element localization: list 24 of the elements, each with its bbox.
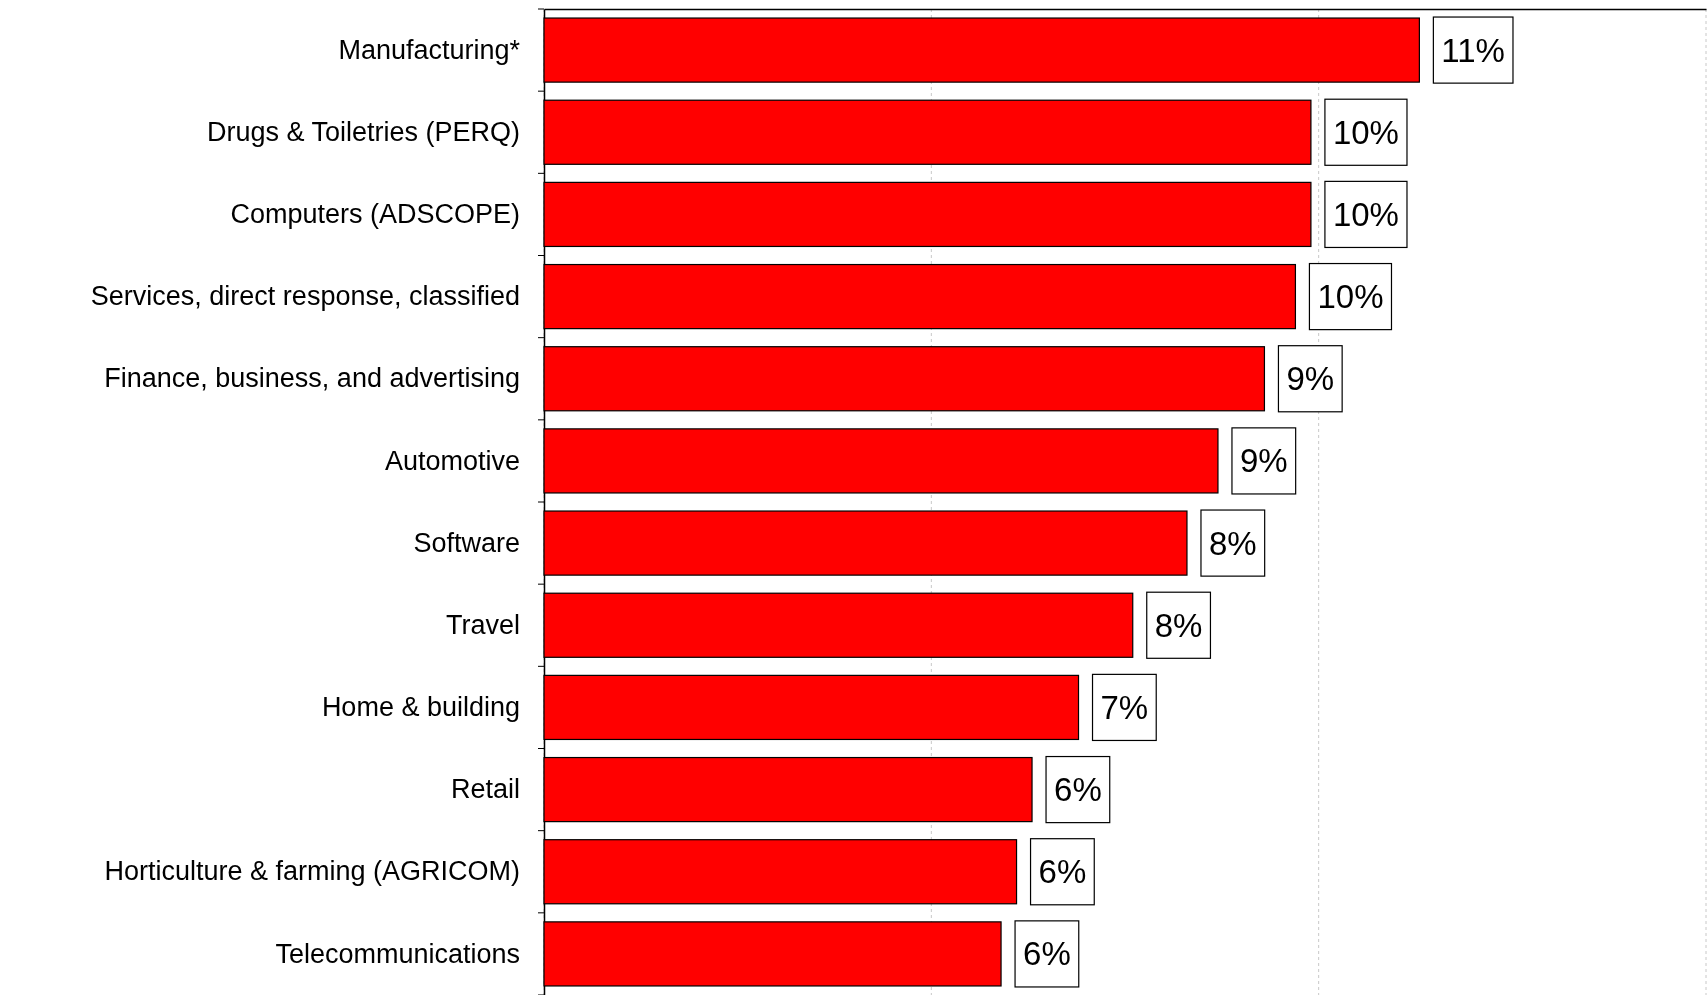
data-label: 9% bbox=[1286, 360, 1335, 398]
y-tick-label: Manufacturing* bbox=[338, 34, 521, 65]
data-label: 6% bbox=[1038, 853, 1087, 891]
data-label: 9% bbox=[1239, 442, 1288, 480]
y-tick-label: Telecommunications bbox=[275, 938, 520, 969]
data-label: 8% bbox=[1154, 606, 1203, 644]
data-label: 7% bbox=[1100, 688, 1149, 726]
y-tick-label: Horticulture & farming (AGRICOM) bbox=[104, 856, 520, 887]
data-label: 8% bbox=[1208, 524, 1257, 562]
data-label: 6% bbox=[1023, 935, 1071, 973]
data-label: 6% bbox=[1054, 771, 1102, 809]
y-tick-label: Services, direct response, classified bbox=[90, 281, 520, 312]
y-tick-label: Travel bbox=[445, 609, 520, 640]
data-label: 10% bbox=[1317, 278, 1384, 316]
data-label: 10% bbox=[1332, 113, 1399, 151]
data-label: 10% bbox=[1332, 195, 1399, 233]
y-tick-label: Computers (ADSCOPE) bbox=[230, 199, 520, 230]
y-tick-label: Finance, business, and advertising bbox=[104, 363, 520, 394]
y-tick-label: Retail bbox=[450, 774, 520, 805]
y-tick-label: Automotive bbox=[384, 445, 520, 476]
y-tick-label: Software bbox=[413, 527, 520, 558]
data-label: 11% bbox=[1441, 31, 1505, 69]
y-tick-label: Home & building bbox=[321, 692, 520, 723]
y-tick-label: Drugs & Toiletries (PERQ) bbox=[206, 116, 520, 147]
